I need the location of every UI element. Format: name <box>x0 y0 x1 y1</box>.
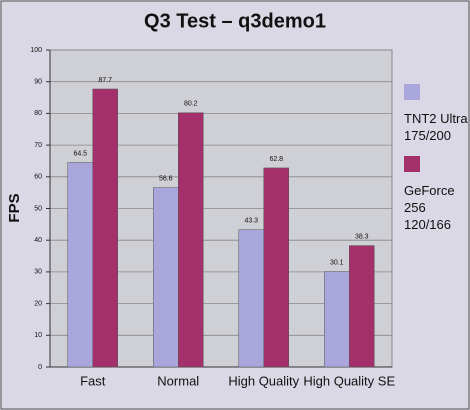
x-tick-label: Normal <box>157 373 199 388</box>
bar <box>67 162 93 368</box>
data-label: 62.8 <box>269 156 283 163</box>
y-tick-label: 70 <box>34 142 42 149</box>
y-tick-label: 50 <box>34 205 42 212</box>
y-tick-label: 0 <box>38 364 42 371</box>
y-tick-label: 30 <box>34 269 42 276</box>
data-label: 43.3 <box>244 218 258 225</box>
data-label: 64.5 <box>73 150 87 157</box>
bar <box>238 229 264 368</box>
data-label: 38.3 <box>355 233 369 240</box>
x-tick-label: High Quality <box>228 373 299 388</box>
legend-label: TNT2 Ultra 175/200 <box>404 111 468 143</box>
legend-swatch <box>404 84 420 100</box>
x-tick-label: High Quality SE <box>303 373 395 388</box>
y-tick-label: 20 <box>34 300 42 307</box>
bar <box>263 167 289 368</box>
y-tick-label: 90 <box>34 79 42 86</box>
legend-swatch <box>404 156 420 172</box>
data-label: 30.1 <box>330 259 344 266</box>
y-tick-label: 100 <box>30 47 42 54</box>
bar <box>349 245 375 368</box>
y-tick-label: 10 <box>34 332 42 339</box>
bar <box>153 187 179 368</box>
y-axis-label: FPS <box>6 193 23 222</box>
data-label: 87.7 <box>98 77 112 84</box>
y-tick-label: 40 <box>34 237 42 244</box>
data-label: 56.6 <box>159 175 173 182</box>
legend-label: GeForce 256 120/166 <box>404 183 455 232</box>
data-label: 80.2 <box>184 101 198 108</box>
y-tick-label: 60 <box>34 174 42 181</box>
bar <box>92 88 118 368</box>
x-tick-label: Fast <box>80 373 106 388</box>
bar <box>178 112 204 368</box>
bar <box>324 271 350 368</box>
y-tick-label: 80 <box>34 110 42 117</box>
chart-title: Q3 Test – q3demo1 <box>144 10 326 32</box>
